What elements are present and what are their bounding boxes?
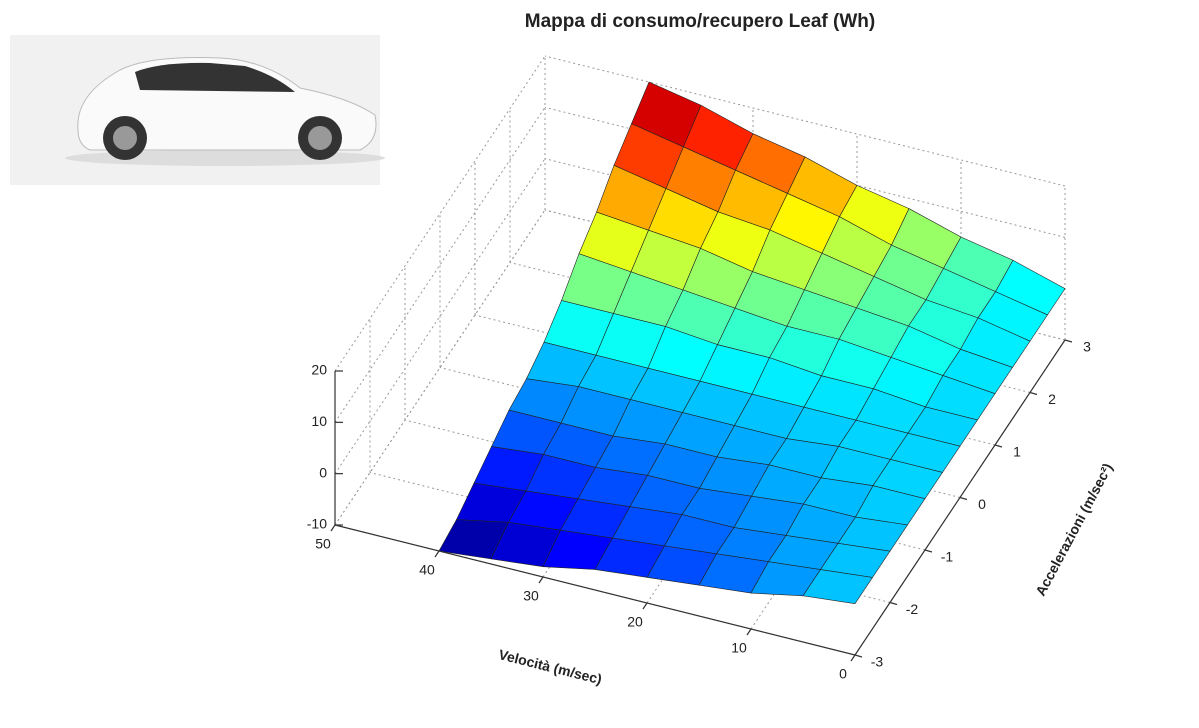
y-tick-label: 2 (1048, 391, 1056, 407)
y-tick-label: 0 (978, 496, 986, 512)
grid-line (369, 472, 891, 603)
car-image (10, 35, 385, 185)
z-tick-label: 20 (311, 362, 327, 378)
grid-line (334, 55, 546, 372)
y-tick (994, 444, 1003, 448)
y-tick (1064, 339, 1073, 343)
grid-line (334, 107, 546, 423)
x-axis (334, 524, 856, 656)
grid-line (544, 55, 1066, 187)
z-tick-label: -10 (307, 516, 327, 532)
y-tick-label: -1 (941, 549, 954, 565)
y-axis-label: Accelerazioni (m/sec²) (1032, 460, 1116, 598)
surface-cell (802, 569, 874, 604)
y-tick-label: -3 (871, 654, 884, 670)
x-tick-label: 10 (731, 640, 747, 656)
x-tick-label: 0 (839, 666, 847, 682)
x-tick-label: 20 (627, 614, 643, 630)
x-tick-label: 30 (523, 588, 539, 604)
y-tick (959, 496, 968, 501)
x-tick-label: 50 (315, 536, 331, 552)
z-tick-label: 10 (311, 413, 327, 429)
z-tick-label: 0 (319, 464, 327, 480)
x-tick (642, 602, 648, 610)
grid-line (404, 419, 926, 551)
y-tick (924, 549, 933, 553)
y-tick-label: 1 (1013, 444, 1021, 460)
x-tick (746, 628, 752, 636)
x-tick (850, 654, 856, 662)
x-axis-label: Velocità (m/sec) (497, 646, 604, 687)
x-tick (330, 524, 336, 532)
x-tick (538, 576, 544, 584)
x-tick (434, 550, 440, 558)
y-tick-label: 3 (1083, 339, 1091, 355)
y-tick-label: -2 (906, 601, 919, 617)
y-tick (889, 601, 898, 606)
y-tick (1029, 391, 1038, 396)
chart-title: Mappa di consumo/recupero Leaf (Wh) (525, 11, 875, 32)
x-tick-label: 40 (419, 562, 435, 578)
y-tick (854, 654, 863, 658)
